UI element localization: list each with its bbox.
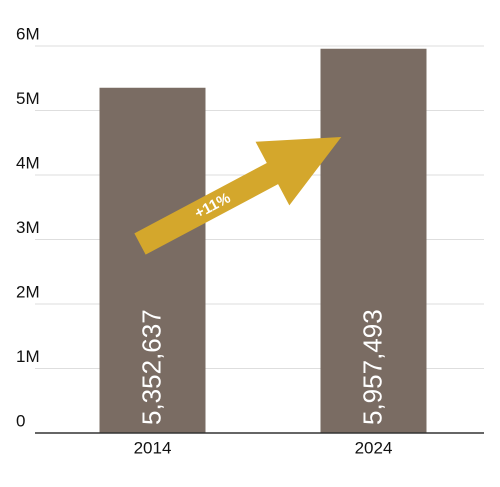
- y-tick-label: 5M: [16, 89, 40, 108]
- x-tick-label: 2014: [134, 438, 172, 457]
- bar: [99, 87, 206, 433]
- y-tick-label: 3M: [16, 218, 40, 237]
- bar: [320, 48, 427, 434]
- bars: 5,352,637 5,957,493: [99, 48, 427, 434]
- x-tick-label: 2024: [355, 438, 393, 457]
- value-label: 5,352,637: [136, 309, 166, 425]
- y-tick-label: 4M: [16, 153, 40, 172]
- y-tick-label: 1M: [16, 347, 40, 366]
- y-tick-label: 2M: [16, 282, 40, 301]
- y-tick-label: 0: [16, 411, 25, 430]
- y-tick-label: 6M: [16, 24, 40, 43]
- arrow-shape: [134, 136, 342, 255]
- value-label: 5,957,493: [357, 309, 387, 425]
